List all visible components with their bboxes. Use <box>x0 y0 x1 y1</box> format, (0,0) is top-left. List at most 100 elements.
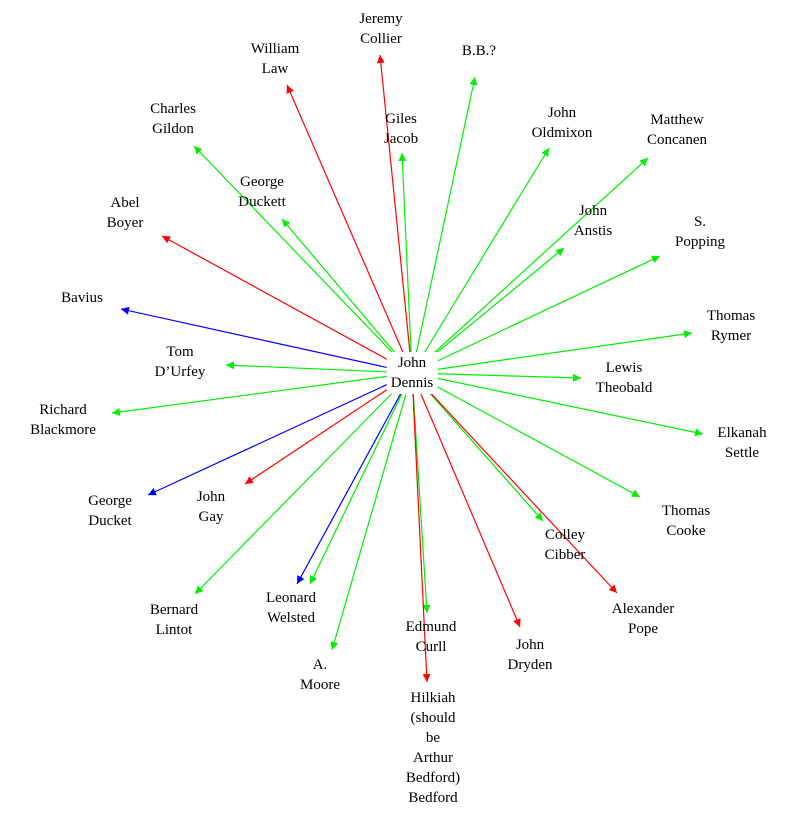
node-bavius: Bavius <box>61 288 103 308</box>
node-jeremy-collier: Jeremy Collier <box>359 9 402 49</box>
node-label-line: Hilkiah <box>410 690 456 706</box>
edge-john-dennis-to-a-moore <box>330 372 413 651</box>
node-colley-cibber: Colley Cibber <box>545 525 586 565</box>
node-charles-gildon: Charles Gildon <box>150 99 196 139</box>
node-label-line: Richard <box>39 402 87 418</box>
node-label-line: S. <box>693 214 707 230</box>
node-bernard-lintot: Bernard Lintot <box>150 600 198 640</box>
node-john-dryden: John Dryden <box>508 635 553 675</box>
node-tom-d-urfey: Tom D’Urfey <box>155 342 206 382</box>
node-label-line: Tom <box>166 344 194 360</box>
node-label-line: Popping <box>674 234 726 250</box>
edge-john-dennis-to-tom-d-urfey <box>225 361 413 374</box>
edge-john-dennis-to-welsted2 <box>309 372 413 585</box>
node-label-line: A. <box>312 657 328 673</box>
node-label-line: Elkanah <box>717 425 767 441</box>
node-matthew-concanen: Matthew Concanen <box>647 110 707 150</box>
edge-john-dennis-to-alexander-pope <box>411 372 618 594</box>
node-label-line: Curll <box>415 639 447 655</box>
edge-john-dennis-to-john-oldmixon <box>411 147 550 374</box>
node-label-line: George <box>88 493 132 509</box>
node-label-line: Gay <box>198 509 224 525</box>
node-s-popping: S. Popping <box>675 212 725 252</box>
node-thomas-rymer: Thomas Rymer <box>707 306 755 346</box>
edge-john-dennis-to-john-dryden <box>411 372 521 628</box>
node-label-line: Jeremy <box>359 11 403 27</box>
node-label-line: Cibber <box>544 547 586 563</box>
node-label-line: Abel <box>110 195 140 211</box>
node-alexander-pope: Alexander Pope <box>612 599 674 639</box>
node-edmund-curll: Edmund Curll <box>406 617 457 657</box>
node-john-oldmixon: John Oldmixon <box>532 103 593 143</box>
node-giles-jacob: Giles Jacob <box>384 109 418 149</box>
node-label-line: Law <box>261 61 289 77</box>
node-label-line: Concanen <box>647 132 707 148</box>
node-label-line: Lewis <box>605 360 643 376</box>
node-label-line: Boyer <box>106 215 144 231</box>
edge-john-dennis-to-lewis-theobald <box>411 372 582 382</box>
edge-john-dennis-to-jeremy-collier <box>376 54 413 374</box>
edge-john-dennis-to-george-ducket <box>147 372 413 496</box>
node-label-line: William <box>250 41 300 57</box>
node-label-line: Anstis <box>573 223 613 239</box>
node-leonard-welsted: Leonard Welsted <box>266 588 316 628</box>
edge-john-dennis-to-abel-boyer <box>161 235 413 374</box>
node-label-line: Blackmore <box>30 422 96 438</box>
node-label-line: Pope <box>628 621 658 637</box>
node-label-line: Jacob <box>383 131 419 147</box>
edge-john-dennis-to-b-b <box>411 76 478 374</box>
node-richard-blackmore: Richard Blackmore <box>30 400 96 440</box>
node-label-line: John <box>547 105 577 121</box>
node-label-line: Bernard <box>149 602 199 618</box>
edge-john-dennis-to-matthew-concanen <box>411 157 649 374</box>
node-label-line: George <box>240 174 284 190</box>
node-label-line: Bavius <box>61 290 103 306</box>
node-label-line: Bedford) <box>405 770 461 786</box>
node-label-line: Matthew <box>650 112 704 128</box>
edge-john-dennis-to-william-law <box>286 84 413 374</box>
edge-john-dennis-to-colley-cibber <box>411 372 544 522</box>
edge-john-dennis-to-leonard-welsted <box>296 372 413 585</box>
node-label-line: Collier <box>360 31 402 47</box>
node-label-line: John <box>196 489 226 505</box>
node-john-gay: John Gay <box>197 487 225 527</box>
node-label-line: Charles <box>150 101 196 117</box>
node-label-line: Settle <box>724 445 760 461</box>
node-label-line: Gildon <box>152 121 194 137</box>
node-label-line: Thomas <box>661 503 711 519</box>
node-label-line: Dennis <box>390 375 434 391</box>
edge-john-dennis-to-elkanah-settle <box>411 372 704 437</box>
node-label-line: Alexander <box>611 601 675 617</box>
node-label-line: Theobald <box>595 380 653 396</box>
edge-john-dennis-to-hilkiah-should-be-arthur-bedford-bedford <box>411 372 431 683</box>
edge-john-dennis-to-s-popping <box>411 255 661 374</box>
node-label-line: John <box>515 637 545 653</box>
node-label-line: Lintot <box>155 622 193 638</box>
node-john-dennis: John Dennis <box>386 352 438 394</box>
node-label-line: D’Urfey <box>154 364 206 380</box>
node-label-line: Duckett <box>238 194 286 210</box>
node-label-line: Edmund <box>405 619 457 635</box>
node-lewis-theobald: Lewis Theobald <box>596 358 653 398</box>
node-label-line: (should <box>410 710 456 726</box>
edge-john-dennis-to-john-anstis <box>411 247 565 374</box>
node-hilkiah-should-be-arthur-bedford-bedford: Hilkiah (should be Arthur Bedford) Bedford <box>406 688 460 808</box>
node-label-line: B.B.? <box>461 43 497 59</box>
node-label-line: Colley <box>544 527 585 543</box>
node-label-line: Dryden <box>507 657 553 673</box>
node-label-line: John <box>397 355 427 371</box>
node-elkanah-settle: Elkanah Settle <box>717 423 766 463</box>
edge-john-dennis-to-giles-jacob <box>398 152 413 374</box>
node-label-line: be <box>425 730 441 746</box>
node-william-law: William Law <box>251 39 300 79</box>
node-label-line: Leonard <box>266 590 316 606</box>
node-label-line: Thomas <box>706 308 756 324</box>
node-george-duckett: George Duckett <box>238 172 285 212</box>
node-b-b: B.B.? <box>462 41 496 61</box>
edge-john-dennis-to-george-duckett <box>281 218 413 374</box>
node-label-line: Giles <box>385 111 417 127</box>
node-thomas-cooke: Thomas Cooke <box>662 501 710 541</box>
